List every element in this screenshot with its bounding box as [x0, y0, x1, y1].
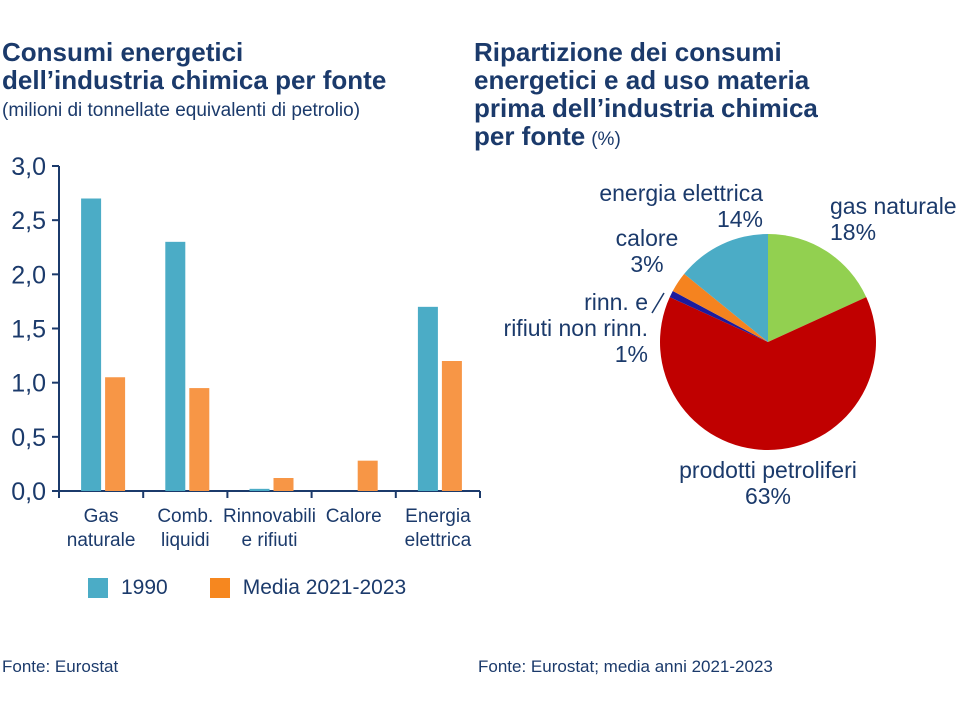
bar-1990-cat1 [165, 241, 186, 491]
pie-label-value: 1% [614, 341, 648, 367]
x-category-label: Comb. liquidi [157, 506, 213, 551]
pie-chart [651, 234, 876, 451]
bar-1990-cat0 [81, 198, 102, 491]
y-tick-label: 3,0 [11, 153, 46, 181]
legend-label: 1990 [121, 576, 168, 599]
y-tick-label: 0,0 [11, 478, 46, 506]
pie-label-name: rinn. e rifiuti non rinn. [503, 289, 648, 341]
y-tick-label: 1,5 [11, 316, 46, 344]
pie-label-value: 14% [716, 206, 763, 232]
pie-label-value: 3% [630, 251, 664, 277]
right-chart-title-text: Ripartizione dei consumi energetici e ad… [474, 37, 818, 151]
bar-media-2021-2023-cat4 [441, 361, 462, 491]
pie-label-name: calore [615, 225, 679, 251]
bar-media-2021-2023-cat2 [273, 478, 294, 491]
legend-swatch [209, 578, 230, 598]
bar-media-2021-2023-cat0 [105, 377, 126, 491]
y-tick-label: 0,5 [11, 424, 46, 452]
pie-label-rinnovabili: rinn. e rifiuti non rinn. 1% [448, 289, 648, 367]
x-category-label: Gas naturale [67, 506, 136, 551]
pie-leader-line [651, 292, 665, 314]
pie-label-name: prodotti petroliferi [679, 457, 857, 483]
bar-1990-cat2 [249, 488, 270, 491]
pie-label-name: gas naturale [830, 193, 957, 219]
x-category-label: Calore [326, 506, 382, 527]
pie-slice-prodotti-petroliferi [660, 297, 876, 451]
pie-label-gas-naturale: gas naturale 18% [830, 193, 960, 245]
pie-slice-rinn-e [669, 290, 768, 342]
legend-label: Media 2021-2023 [242, 576, 407, 599]
pie-slice-calore [672, 273, 768, 342]
y-tick-label: 2,5 [11, 207, 46, 235]
bar-media-2021-2023-cat3 [357, 460, 378, 491]
pie-label-value: 18% [830, 219, 877, 245]
bar-chart-legend: 1990 Media 2021-2023 [88, 576, 406, 600]
right-chart-title-unit: (%) [591, 129, 621, 150]
y-tick-label: 1,0 [11, 370, 46, 398]
pie-slice-gas-naturale [768, 234, 867, 342]
pie-label-name: energia elettrica [599, 180, 763, 206]
pie-label-prodotti-petroliferi: prodotti petroliferi 63% [638, 457, 898, 509]
right-chart-title: Ripartizione dei consumi energetici e ad… [474, 38, 960, 154]
left-chart-title: Consumi energetici dell’industria chimic… [2, 37, 387, 95]
left-source-note: Fonte: Eurostat [2, 657, 119, 676]
x-category-label: Energia elettrica [405, 506, 472, 551]
right-source-note: Fonte: Eurostat; media anni 2021-2023 [478, 657, 773, 676]
x-category-label: Rinnovabili e rifiuti [223, 506, 316, 551]
bar-1990-cat4 [417, 306, 438, 491]
pie-label-value: 63% [744, 483, 792, 509]
pie-label-energia-elettrica: energia elettrica 14% [563, 180, 763, 232]
pie-label-calore: calore 3% [572, 225, 722, 277]
legend-item-media-2021-2023: Media 2021-2023 [209, 576, 407, 600]
bar-chart: 0,0 0,5 1,0 1,5 2,0 2,5 3,0 Gas naturale Comb. liq… [11, 153, 481, 551]
legend-swatch [88, 578, 108, 598]
legend-item-1990: 1990 [88, 576, 168, 600]
pie-slice-energia-elettrica [684, 234, 768, 342]
left-chart-subtitle: (milioni di tonnellate equivalenti di pe… [2, 100, 361, 121]
y-tick-label: 2,0 [11, 261, 46, 289]
bar-media-2021-2023-cat1 [189, 388, 210, 491]
